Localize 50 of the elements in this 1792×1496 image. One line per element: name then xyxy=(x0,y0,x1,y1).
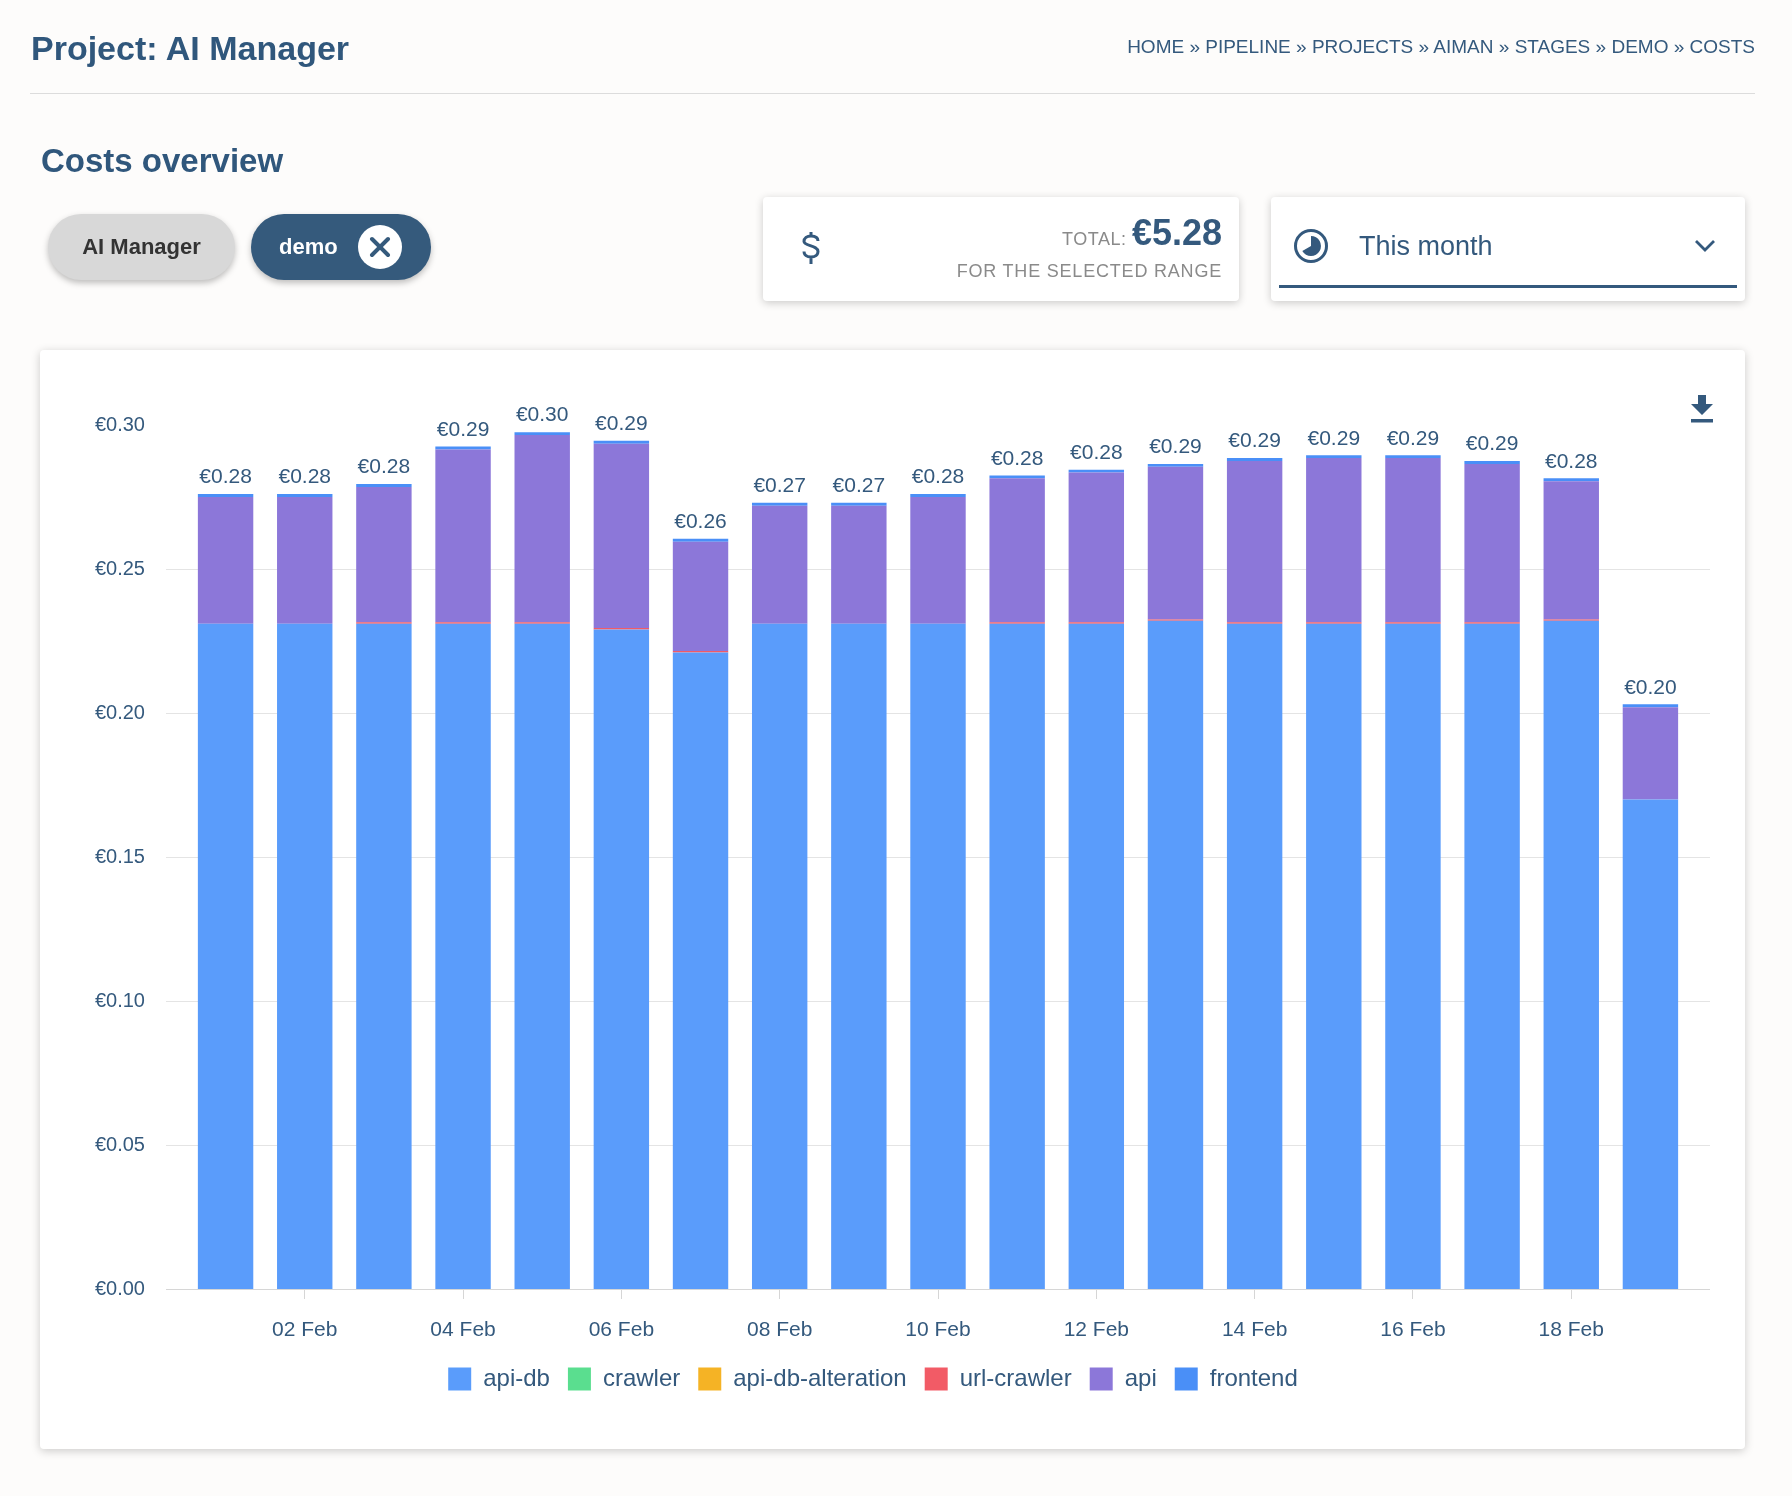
total-label: €0.28 xyxy=(1070,439,1123,463)
y-tick-label: €0.10 xyxy=(94,988,145,1011)
text: AI Manager xyxy=(82,234,201,260)
total-label: €0.29 xyxy=(1149,434,1202,458)
legend-label: api xyxy=(1124,1363,1157,1391)
text: FOR THE SELECTED RANGE xyxy=(956,260,1222,282)
chart-subtitle: Costs overview xyxy=(41,141,284,181)
x-tick-label: 10 Feb xyxy=(905,1317,971,1341)
x-tick-label: 16 Feb xyxy=(1380,1317,1446,1341)
text: HOME » PIPELINE » PROJECTS » AIMAN » STAGES » DEMO » COSTS xyxy=(1127,36,1755,58)
y-tick-label: €0.30 xyxy=(94,412,145,435)
total-label: €0.29 xyxy=(1307,425,1361,449)
y-tick-label: €0.25 xyxy=(94,556,145,579)
chart-title: Project: AI Manager xyxy=(31,28,350,68)
text: TOTAL: xyxy=(1062,229,1128,249)
total-label: €0.29 xyxy=(1386,425,1440,449)
legend-label: frontend xyxy=(1209,1363,1298,1391)
legend-label: api-db xyxy=(483,1363,550,1391)
y-tick-label: €0.00 xyxy=(94,1276,145,1299)
total-label: €0.28 xyxy=(357,454,411,478)
total-label: €0.20 xyxy=(1624,674,1677,698)
total-label: €0.27 xyxy=(753,473,806,497)
total-label: €0.26 xyxy=(674,509,727,533)
x-tick-label: 18 Feb xyxy=(1538,1317,1604,1341)
y-tick-label: €0.15 xyxy=(94,844,145,867)
x-tick-label: 14 Feb xyxy=(1221,1317,1288,1341)
total-label: €0.30 xyxy=(515,402,569,426)
total-label: €0.28 xyxy=(1544,448,1598,472)
x-tick-label: 02 Feb xyxy=(272,1317,338,1341)
y-tick-label: €0.05 xyxy=(94,1132,145,1155)
legend-label: api-db-alteration xyxy=(733,1363,907,1391)
x-tick-label: 04 Feb xyxy=(430,1317,496,1341)
x-tick-label: 12 Feb xyxy=(1063,1317,1130,1341)
y-tick-label: €0.20 xyxy=(94,700,145,723)
x-tick-label: 08 Feb xyxy=(746,1317,813,1341)
total-label: €0.29 xyxy=(595,411,648,435)
total-label: €0.29 xyxy=(1465,431,1519,455)
text: This month xyxy=(1359,230,1493,263)
total-label: €0.28 xyxy=(990,445,1044,469)
total-label: €0.28 xyxy=(911,464,965,488)
x-tick-label: 06 Feb xyxy=(588,1317,655,1341)
total-label: €0.27 xyxy=(832,473,886,497)
total-label: €0.28 xyxy=(278,464,332,488)
total-label: €0.29 xyxy=(1228,428,1281,452)
text: demo xyxy=(279,234,338,259)
legend-label: url-crawler xyxy=(959,1363,1072,1391)
text: €5.28 xyxy=(1131,212,1222,253)
total-label: €0.29 xyxy=(436,416,490,440)
total-label: €0.28 xyxy=(199,464,252,488)
legend-label: crawler xyxy=(602,1363,681,1391)
